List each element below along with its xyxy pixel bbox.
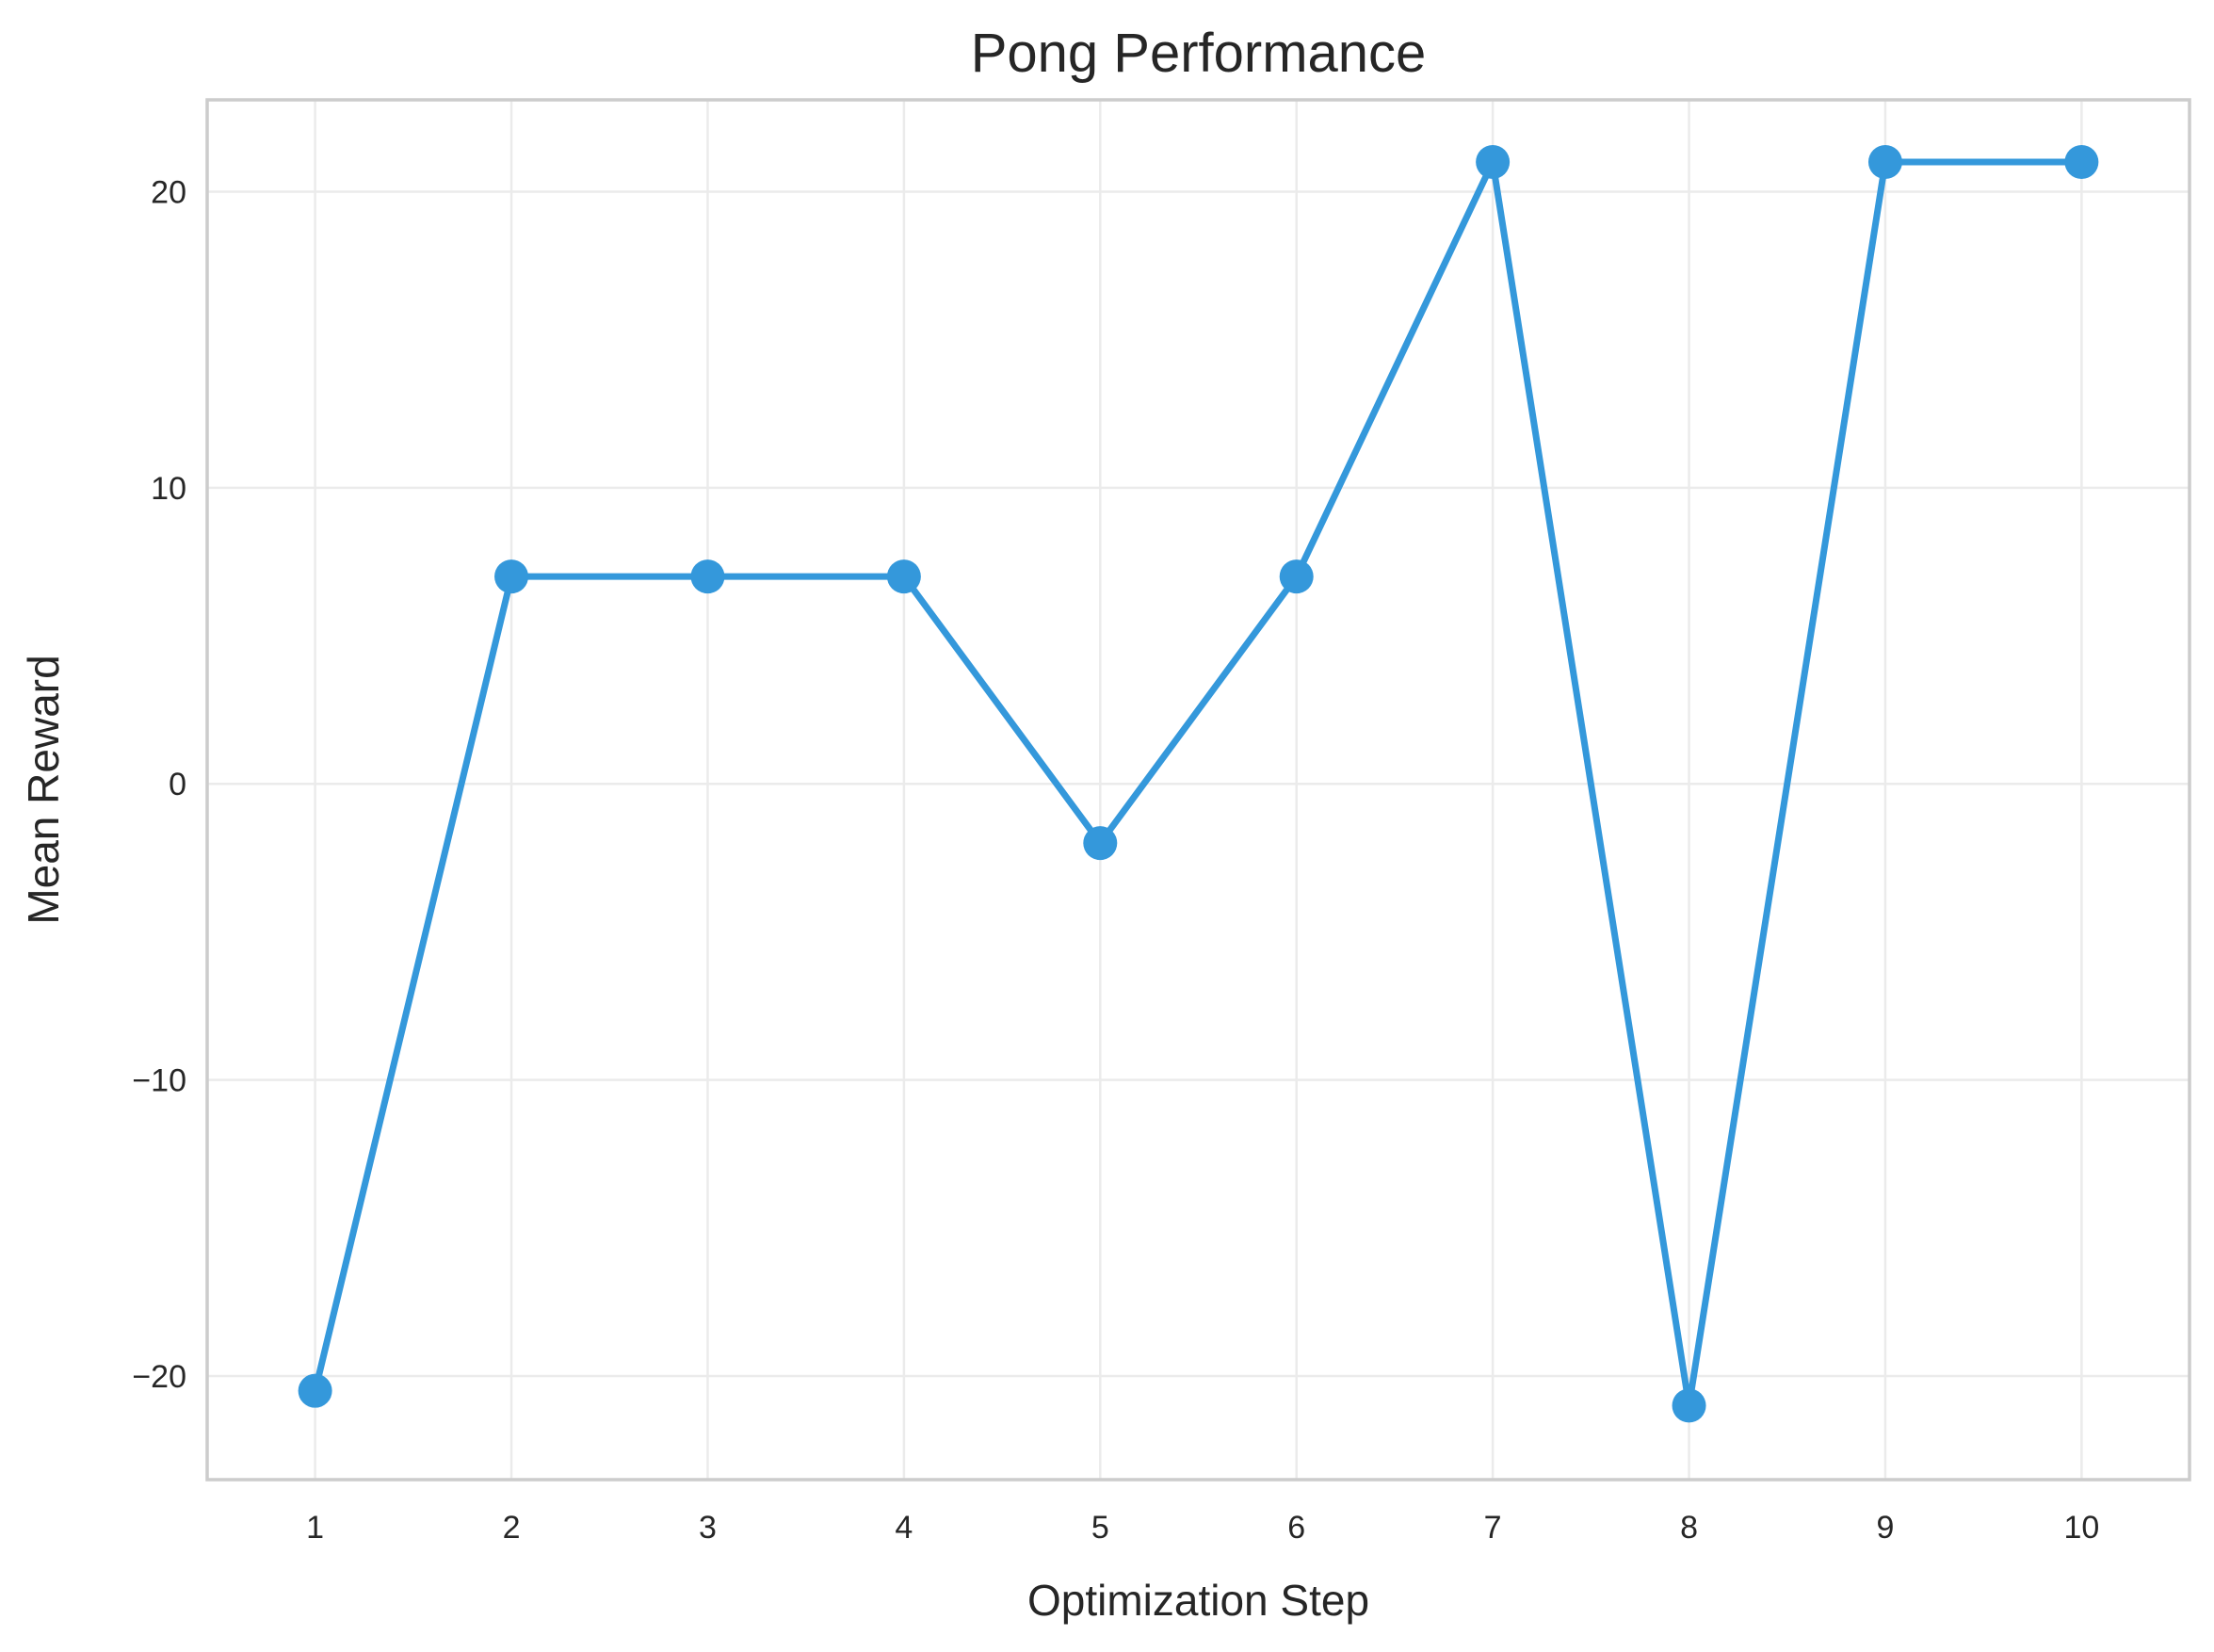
series-line bbox=[312, 158, 2085, 1409]
y-tick-label: 10 bbox=[151, 471, 186, 507]
data-point bbox=[2064, 145, 2099, 180]
x-tick-label: 5 bbox=[1091, 1510, 1109, 1546]
series-layer bbox=[298, 145, 2099, 1423]
x-tick-label: 3 bbox=[699, 1510, 717, 1546]
data-point bbox=[1867, 145, 1902, 180]
grid bbox=[207, 100, 2190, 1480]
data-point bbox=[298, 1373, 332, 1408]
y-tick-label: −20 bbox=[132, 1359, 186, 1395]
data-point bbox=[1672, 1388, 1706, 1423]
x-tick-label: 2 bbox=[503, 1510, 521, 1546]
data-point bbox=[1279, 559, 1314, 594]
x-tick-label: 9 bbox=[1876, 1510, 1894, 1546]
y-axis-title: Mean Reward bbox=[19, 655, 68, 924]
x-tick-label: 1 bbox=[306, 1510, 324, 1546]
x-tick-label: 6 bbox=[1287, 1510, 1305, 1546]
data-point bbox=[494, 559, 529, 594]
y-axis-ticks: −20 −10 0 10 20 bbox=[132, 174, 186, 1395]
x-tick-label: 4 bbox=[895, 1510, 913, 1546]
y-tick-label: 0 bbox=[169, 767, 186, 802]
y-tick-label: 20 bbox=[151, 174, 186, 210]
x-tick-label: 8 bbox=[1680, 1510, 1698, 1546]
x-tick-label: 10 bbox=[2063, 1510, 2099, 1546]
x-axis-ticks: 1 2 3 4 5 6 7 8 9 10 bbox=[306, 1510, 2099, 1546]
y-tick-label: −10 bbox=[132, 1063, 186, 1099]
x-axis-title: Optimization Step bbox=[1027, 1576, 1369, 1625]
data-point bbox=[1476, 145, 1511, 180]
data-point bbox=[1083, 826, 1118, 861]
plot-area-frame bbox=[205, 98, 2191, 1482]
data-point bbox=[690, 559, 725, 594]
x-tick-label: 7 bbox=[1484, 1510, 1502, 1546]
chart-title: Pong Performance bbox=[971, 23, 1427, 84]
data-point bbox=[886, 559, 921, 594]
